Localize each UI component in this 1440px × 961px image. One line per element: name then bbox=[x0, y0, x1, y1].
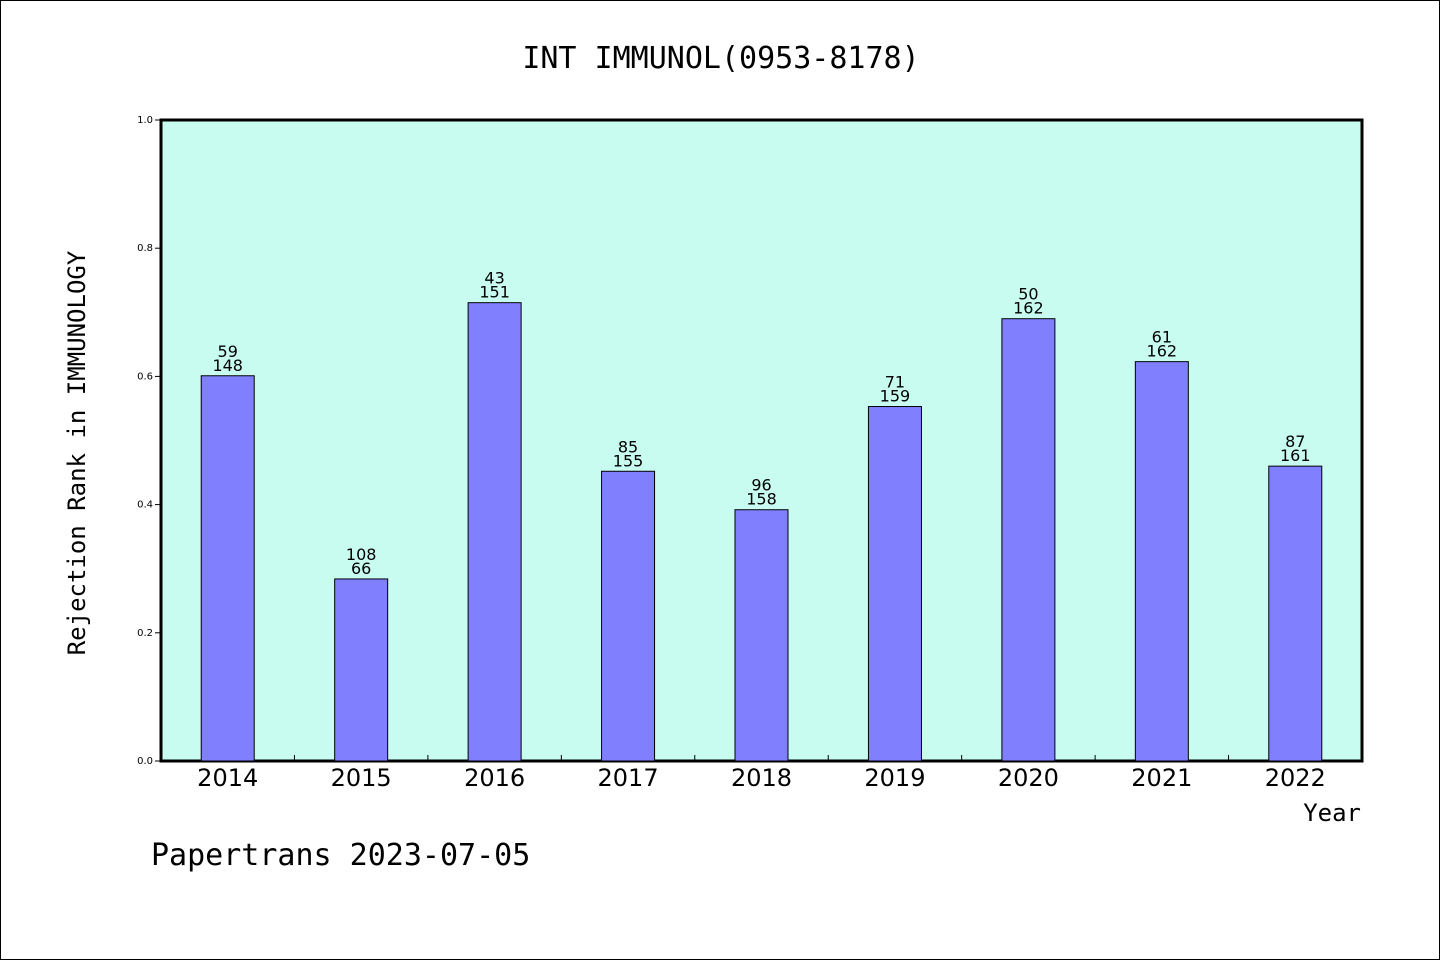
bar-2016 bbox=[467, 302, 522, 762]
x-tick-label: 2019 bbox=[864, 764, 925, 792]
bar-label-top: 108 bbox=[346, 545, 377, 564]
bar-label-bottom: 151 bbox=[479, 283, 510, 302]
x-tick-label: 2015 bbox=[331, 764, 392, 792]
y-tick-label: 0.2 bbox=[137, 628, 153, 639]
bar-label-top: 61 bbox=[1152, 328, 1172, 347]
bar-label-bottom: 162 bbox=[1147, 342, 1178, 361]
x-tick-label: 2020 bbox=[998, 764, 1059, 792]
bar-label-top: 96 bbox=[751, 476, 771, 495]
bar-label-bottom: 148 bbox=[212, 356, 243, 375]
y-tick-label: 0.6 bbox=[137, 371, 153, 382]
y-axis: 0.0 0.2 0.4 0.6 0.8 1.0 bbox=[137, 115, 161, 767]
x-tick-label: 2021 bbox=[1131, 764, 1192, 792]
bar-2021 bbox=[1134, 361, 1189, 762]
bar-label-top: 50 bbox=[1018, 285, 1038, 304]
bar-label-bottom: 66 bbox=[351, 559, 371, 578]
x-tick-label: 2014 bbox=[197, 764, 258, 792]
bar-label-top: 87 bbox=[1285, 432, 1305, 451]
x-tick-label: 2016 bbox=[464, 764, 525, 792]
bar-2015 bbox=[334, 578, 389, 762]
bar-2018 bbox=[734, 509, 789, 762]
bars-group: 5914810866431518515596158711595016261162… bbox=[200, 269, 1323, 762]
y-tick-label: 0.0 bbox=[137, 756, 153, 767]
bar-label-top: 43 bbox=[484, 269, 504, 288]
bar-label-bottom: 158 bbox=[746, 490, 777, 509]
bar-label-top: 85 bbox=[618, 437, 638, 456]
bar-2019 bbox=[867, 406, 922, 762]
bar-label-bottom: 161 bbox=[1280, 446, 1311, 465]
bar-label-top: 71 bbox=[885, 373, 905, 392]
x-tick-label: 2018 bbox=[731, 764, 792, 792]
bar-2020 bbox=[1001, 318, 1056, 762]
chart-title: INT IMMUNOL(0953-8178) bbox=[522, 41, 919, 76]
bar-label-bottom: 159 bbox=[880, 387, 911, 406]
bar-2014 bbox=[200, 375, 255, 762]
y-axis-label: Rejection Rank in IMMUNOLOGY bbox=[63, 250, 91, 655]
bar-2022 bbox=[1268, 465, 1323, 762]
bar-label-bottom: 162 bbox=[1013, 299, 1044, 318]
y-tick-label: 1.0 bbox=[137, 115, 153, 126]
x-tick-label: 2022 bbox=[1265, 764, 1326, 792]
x-axis-label: Year bbox=[1303, 799, 1361, 827]
bar-2017 bbox=[601, 470, 656, 762]
y-tick-label: 0.4 bbox=[137, 500, 153, 511]
x-tick-label: 2017 bbox=[598, 764, 659, 792]
bar-label-top: 59 bbox=[218, 342, 238, 361]
bar-label-bottom: 155 bbox=[613, 451, 644, 470]
y-tick-label: 0.8 bbox=[137, 243, 153, 254]
x-axis: 2014 2015 2016 2017 2018 2019 2020 2021 2022 bbox=[197, 755, 1326, 792]
footer-watermark: Papertrans 2023-07-05 bbox=[151, 838, 530, 873]
